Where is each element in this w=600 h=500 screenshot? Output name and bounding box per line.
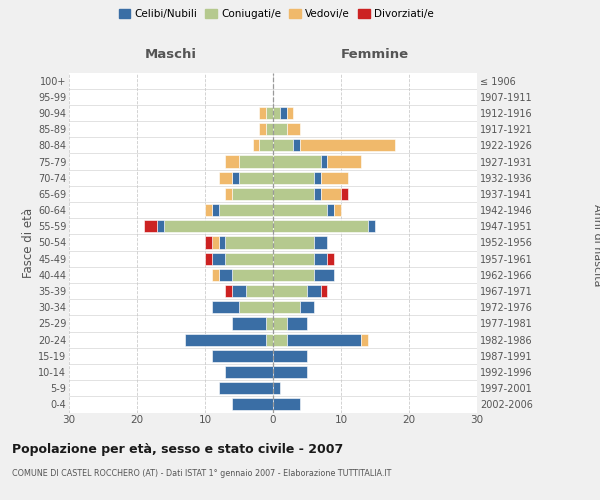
Bar	[320, 188, 341, 200]
Bar	[212, 252, 226, 265]
Bar	[232, 172, 239, 184]
Bar	[226, 156, 239, 168]
Bar	[212, 269, 218, 281]
Bar	[185, 334, 266, 345]
Bar	[328, 252, 334, 265]
Bar	[232, 269, 273, 281]
Bar	[287, 318, 307, 330]
Bar	[368, 220, 375, 232]
Bar	[218, 269, 232, 281]
Bar	[320, 156, 328, 168]
Bar	[259, 140, 273, 151]
Bar	[273, 188, 314, 200]
Bar	[273, 252, 314, 265]
Text: Maschi: Maschi	[145, 48, 197, 60]
Bar	[246, 285, 273, 297]
Bar	[307, 285, 320, 297]
Bar	[259, 123, 266, 135]
Bar	[232, 188, 273, 200]
Bar	[232, 318, 266, 330]
Bar	[273, 107, 280, 119]
Legend: Celibi/Nubili, Coniugati/e, Vedovi/e, Divorziati/e: Celibi/Nubili, Coniugati/e, Vedovi/e, Di…	[115, 5, 437, 24]
Bar	[239, 156, 273, 168]
Bar	[164, 220, 273, 232]
Bar	[314, 252, 328, 265]
Bar	[273, 382, 280, 394]
Bar	[314, 236, 328, 248]
Bar	[232, 398, 273, 410]
Bar	[226, 366, 273, 378]
Bar	[239, 172, 273, 184]
Bar	[266, 334, 273, 345]
Bar	[287, 123, 300, 135]
Bar	[341, 188, 348, 200]
Bar	[273, 398, 300, 410]
Bar	[314, 188, 320, 200]
Bar	[273, 204, 328, 216]
Bar	[273, 156, 320, 168]
Bar	[273, 285, 307, 297]
Bar	[287, 334, 361, 345]
Bar	[212, 350, 273, 362]
Bar	[212, 236, 218, 248]
Text: COMUNE DI CASTEL ROCCHERO (AT) - Dati ISTAT 1° gennaio 2007 - Elaborazione TUTTI: COMUNE DI CASTEL ROCCHERO (AT) - Dati IS…	[12, 469, 391, 478]
Bar	[314, 172, 320, 184]
Bar	[226, 252, 273, 265]
Bar	[239, 301, 273, 314]
Bar	[218, 236, 226, 248]
Bar	[253, 140, 259, 151]
Bar	[287, 107, 293, 119]
Bar	[266, 107, 273, 119]
Bar	[273, 140, 293, 151]
Bar	[273, 269, 314, 281]
Bar	[205, 236, 212, 248]
Bar	[226, 188, 232, 200]
Bar	[205, 204, 212, 216]
Bar	[232, 285, 246, 297]
Bar	[266, 318, 273, 330]
Bar	[300, 140, 395, 151]
Text: Anni di nascita: Anni di nascita	[592, 204, 600, 286]
Bar	[218, 204, 273, 216]
Bar	[259, 107, 266, 119]
Bar	[280, 107, 287, 119]
Bar	[205, 252, 212, 265]
Bar	[273, 334, 287, 345]
Bar	[273, 172, 314, 184]
Bar	[144, 220, 157, 232]
Bar	[300, 301, 314, 314]
Bar	[226, 285, 232, 297]
Bar	[328, 156, 361, 168]
Bar	[320, 172, 348, 184]
Bar	[361, 334, 368, 345]
Bar	[212, 301, 239, 314]
Bar	[293, 140, 300, 151]
Bar	[334, 204, 341, 216]
Bar	[320, 285, 328, 297]
Y-axis label: Fasce di età: Fasce di età	[22, 208, 35, 278]
Bar	[157, 220, 164, 232]
Bar	[226, 236, 273, 248]
Bar	[273, 350, 307, 362]
Bar	[212, 204, 218, 216]
Bar	[328, 204, 334, 216]
Bar	[314, 269, 334, 281]
Bar	[273, 301, 300, 314]
Bar	[218, 382, 273, 394]
Bar	[273, 318, 287, 330]
Bar	[218, 172, 232, 184]
Bar	[273, 366, 307, 378]
Bar	[266, 123, 273, 135]
Bar	[273, 236, 314, 248]
Text: Popolazione per età, sesso e stato civile - 2007: Popolazione per età, sesso e stato civil…	[12, 442, 343, 456]
Bar	[273, 220, 368, 232]
Bar	[273, 123, 287, 135]
Text: Femmine: Femmine	[341, 48, 409, 60]
